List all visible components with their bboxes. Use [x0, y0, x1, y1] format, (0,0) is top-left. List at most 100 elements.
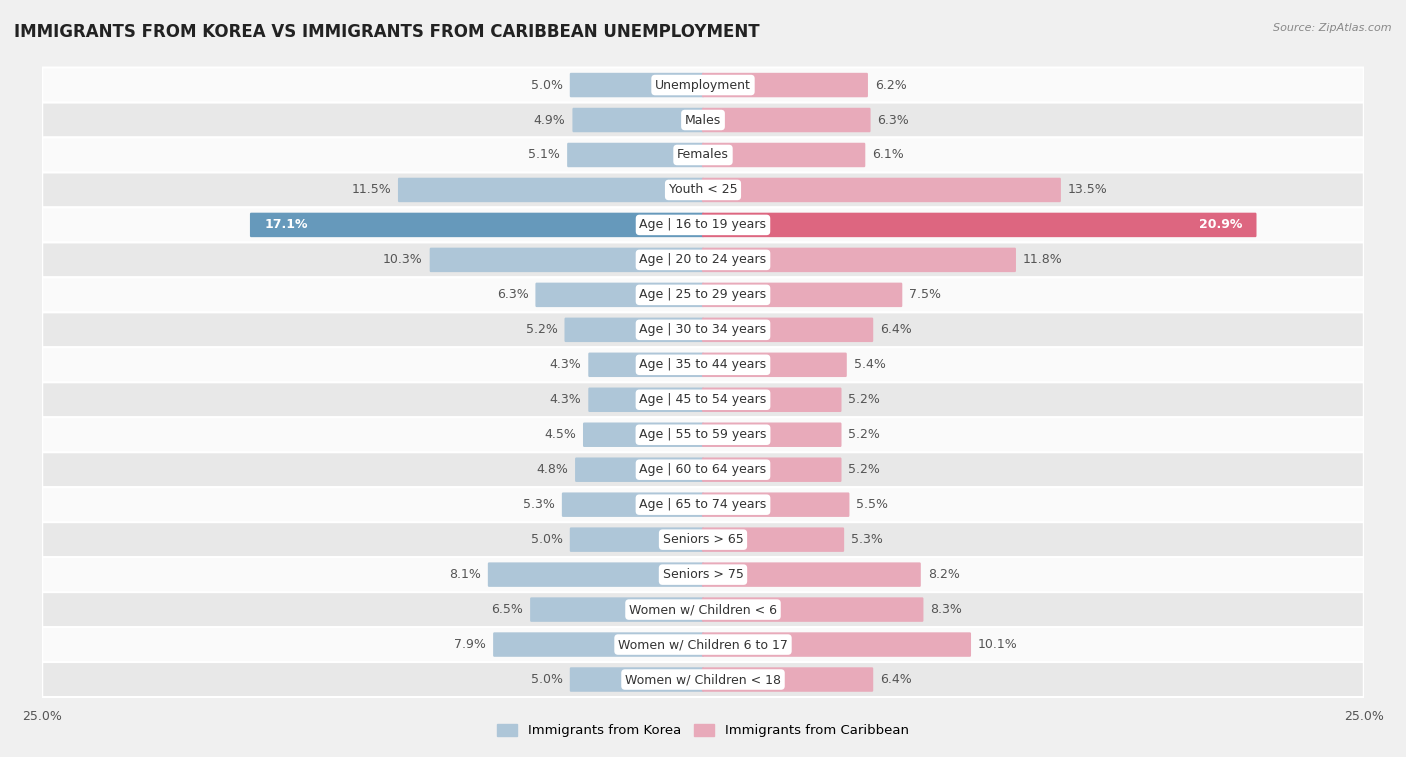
- Text: 5.0%: 5.0%: [531, 533, 562, 546]
- Text: Age | 35 to 44 years: Age | 35 to 44 years: [640, 358, 766, 371]
- FancyBboxPatch shape: [42, 138, 1364, 173]
- FancyBboxPatch shape: [567, 143, 704, 167]
- FancyBboxPatch shape: [488, 562, 704, 587]
- Text: 11.5%: 11.5%: [352, 183, 391, 197]
- Text: Women w/ Children 6 to 17: Women w/ Children 6 to 17: [619, 638, 787, 651]
- Text: 6.3%: 6.3%: [877, 114, 910, 126]
- FancyBboxPatch shape: [702, 248, 1017, 272]
- Text: Youth < 25: Youth < 25: [669, 183, 737, 197]
- Text: 20.9%: 20.9%: [1199, 219, 1243, 232]
- Text: Age | 45 to 54 years: Age | 45 to 54 years: [640, 394, 766, 407]
- FancyBboxPatch shape: [702, 353, 846, 377]
- Text: 7.9%: 7.9%: [454, 638, 486, 651]
- Text: 13.5%: 13.5%: [1067, 183, 1108, 197]
- FancyBboxPatch shape: [702, 107, 870, 132]
- Text: 6.5%: 6.5%: [491, 603, 523, 616]
- FancyBboxPatch shape: [536, 282, 704, 307]
- Text: 6.2%: 6.2%: [875, 79, 907, 92]
- Text: Seniors > 65: Seniors > 65: [662, 533, 744, 546]
- FancyBboxPatch shape: [702, 178, 1062, 202]
- FancyBboxPatch shape: [42, 417, 1364, 452]
- FancyBboxPatch shape: [575, 457, 704, 482]
- FancyBboxPatch shape: [702, 282, 903, 307]
- Text: Age | 25 to 29 years: Age | 25 to 29 years: [640, 288, 766, 301]
- FancyBboxPatch shape: [583, 422, 704, 447]
- Text: Women w/ Children < 6: Women w/ Children < 6: [628, 603, 778, 616]
- Text: 5.5%: 5.5%: [856, 498, 889, 511]
- FancyBboxPatch shape: [494, 632, 704, 657]
- FancyBboxPatch shape: [588, 388, 704, 412]
- Text: Females: Females: [678, 148, 728, 161]
- Text: Males: Males: [685, 114, 721, 126]
- Text: 6.4%: 6.4%: [880, 323, 912, 336]
- FancyBboxPatch shape: [564, 318, 704, 342]
- FancyBboxPatch shape: [702, 632, 972, 657]
- FancyBboxPatch shape: [42, 627, 1364, 662]
- Text: 5.1%: 5.1%: [529, 148, 560, 161]
- FancyBboxPatch shape: [702, 457, 842, 482]
- Text: Age | 16 to 19 years: Age | 16 to 19 years: [640, 219, 766, 232]
- Text: Seniors > 75: Seniors > 75: [662, 568, 744, 581]
- FancyBboxPatch shape: [42, 242, 1364, 277]
- FancyBboxPatch shape: [702, 388, 842, 412]
- FancyBboxPatch shape: [42, 207, 1364, 242]
- FancyBboxPatch shape: [702, 562, 921, 587]
- Text: 5.2%: 5.2%: [848, 463, 880, 476]
- FancyBboxPatch shape: [42, 173, 1364, 207]
- Text: Age | 30 to 34 years: Age | 30 to 34 years: [640, 323, 766, 336]
- FancyBboxPatch shape: [562, 493, 704, 517]
- FancyBboxPatch shape: [530, 597, 704, 621]
- Text: 4.8%: 4.8%: [536, 463, 568, 476]
- Text: 5.0%: 5.0%: [531, 79, 562, 92]
- Text: 4.3%: 4.3%: [550, 394, 582, 407]
- Text: 8.1%: 8.1%: [449, 568, 481, 581]
- FancyBboxPatch shape: [702, 667, 873, 692]
- Text: 5.2%: 5.2%: [848, 428, 880, 441]
- Text: Age | 55 to 59 years: Age | 55 to 59 years: [640, 428, 766, 441]
- FancyBboxPatch shape: [42, 452, 1364, 488]
- FancyBboxPatch shape: [572, 107, 704, 132]
- Text: 6.4%: 6.4%: [880, 673, 912, 686]
- Legend: Immigrants from Korea, Immigrants from Caribbean: Immigrants from Korea, Immigrants from C…: [492, 718, 914, 743]
- Text: 4.5%: 4.5%: [544, 428, 576, 441]
- FancyBboxPatch shape: [702, 213, 1257, 237]
- Text: 11.8%: 11.8%: [1022, 254, 1063, 266]
- FancyBboxPatch shape: [702, 143, 865, 167]
- FancyBboxPatch shape: [569, 73, 704, 98]
- Text: 8.3%: 8.3%: [931, 603, 962, 616]
- FancyBboxPatch shape: [702, 318, 873, 342]
- Text: IMMIGRANTS FROM KOREA VS IMMIGRANTS FROM CARIBBEAN UNEMPLOYMENT: IMMIGRANTS FROM KOREA VS IMMIGRANTS FROM…: [14, 23, 759, 41]
- FancyBboxPatch shape: [42, 522, 1364, 557]
- Text: 5.2%: 5.2%: [848, 394, 880, 407]
- Text: Unemployment: Unemployment: [655, 79, 751, 92]
- Text: 10.1%: 10.1%: [979, 638, 1018, 651]
- Text: 6.3%: 6.3%: [496, 288, 529, 301]
- FancyBboxPatch shape: [42, 382, 1364, 417]
- FancyBboxPatch shape: [702, 597, 924, 621]
- Text: 17.1%: 17.1%: [264, 219, 308, 232]
- FancyBboxPatch shape: [42, 557, 1364, 592]
- FancyBboxPatch shape: [42, 102, 1364, 138]
- FancyBboxPatch shape: [42, 67, 1364, 102]
- Text: Age | 20 to 24 years: Age | 20 to 24 years: [640, 254, 766, 266]
- Text: Women w/ Children < 18: Women w/ Children < 18: [626, 673, 780, 686]
- Text: Age | 65 to 74 years: Age | 65 to 74 years: [640, 498, 766, 511]
- FancyBboxPatch shape: [702, 422, 842, 447]
- FancyBboxPatch shape: [42, 313, 1364, 347]
- Text: 10.3%: 10.3%: [382, 254, 423, 266]
- Text: 7.5%: 7.5%: [910, 288, 941, 301]
- FancyBboxPatch shape: [42, 277, 1364, 313]
- Text: 4.3%: 4.3%: [550, 358, 582, 371]
- FancyBboxPatch shape: [702, 528, 844, 552]
- FancyBboxPatch shape: [42, 347, 1364, 382]
- FancyBboxPatch shape: [42, 488, 1364, 522]
- Text: Age | 60 to 64 years: Age | 60 to 64 years: [640, 463, 766, 476]
- FancyBboxPatch shape: [588, 353, 704, 377]
- FancyBboxPatch shape: [430, 248, 704, 272]
- FancyBboxPatch shape: [702, 493, 849, 517]
- Text: 4.9%: 4.9%: [534, 114, 565, 126]
- Text: 5.3%: 5.3%: [523, 498, 555, 511]
- FancyBboxPatch shape: [702, 73, 868, 98]
- FancyBboxPatch shape: [569, 528, 704, 552]
- FancyBboxPatch shape: [42, 592, 1364, 627]
